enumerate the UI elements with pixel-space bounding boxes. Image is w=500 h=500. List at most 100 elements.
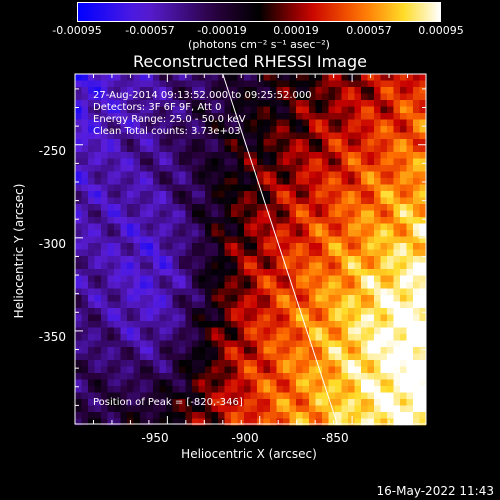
heatmap-cell	[257, 418, 264, 426]
heatmap-cell	[419, 308, 427, 315]
heatmap-cell	[153, 353, 160, 361]
heatmap-cell	[270, 74, 277, 81]
heatmap-cell	[406, 204, 414, 211]
heatmap-cell	[322, 230, 329, 237]
heatmap-cell	[192, 288, 199, 296]
heatmap-cell	[309, 295, 316, 302]
heatmap-cell	[237, 262, 245, 270]
heatmap-cell	[289, 152, 297, 159]
heatmap-cell	[120, 210, 128, 218]
heatmap-cell	[400, 308, 407, 315]
heatmap-cell	[133, 152, 141, 159]
heatmap-cell	[88, 269, 95, 276]
heatmap-cell	[205, 360, 212, 367]
heatmap-cell	[341, 119, 349, 127]
heatmap-cell	[101, 93, 108, 101]
heatmap-cell	[250, 392, 258, 400]
heatmap-cell	[185, 80, 193, 88]
heatmap-cell	[276, 340, 284, 348]
heatmap-cell	[361, 334, 368, 341]
heatmap-cell	[140, 217, 147, 224]
heatmap-cell	[185, 119, 193, 127]
heatmap-cell	[211, 139, 219, 146]
heatmap-cell	[192, 243, 199, 250]
heatmap-cell	[302, 93, 310, 101]
heatmap-cell	[374, 301, 381, 309]
heatmap-cell	[276, 165, 284, 172]
heatmap-cell	[159, 132, 167, 140]
heatmap-cell	[211, 165, 219, 172]
heatmap-cell	[244, 379, 251, 387]
heatmap-cell	[81, 243, 89, 250]
heatmap-cell	[322, 165, 329, 172]
heatmap-cell	[166, 262, 173, 270]
heatmap-cell	[237, 386, 245, 393]
heatmap-cell	[198, 360, 206, 367]
heatmap-cell	[400, 139, 407, 146]
heatmap-cell	[361, 275, 368, 283]
heatmap-cell	[406, 340, 414, 348]
heatmap-cell	[153, 230, 160, 237]
heatmap-cell	[348, 197, 355, 205]
heatmap-cell	[328, 327, 336, 335]
heatmap-cell	[107, 223, 115, 231]
heatmap-cell	[185, 158, 193, 166]
heatmap-cell	[289, 113, 297, 120]
heatmap-cell	[81, 236, 89, 244]
heatmap-cell	[211, 230, 219, 237]
heatmap-cell	[387, 139, 394, 146]
heatmap-cell	[400, 230, 407, 237]
heatmap-cell	[179, 321, 186, 328]
heatmap-cell	[322, 418, 329, 426]
heatmap-cell	[348, 178, 355, 185]
heatmap-cell	[335, 379, 342, 387]
heatmap-cell	[101, 353, 108, 361]
heatmap-cell	[120, 80, 128, 88]
heatmap-cell	[244, 243, 251, 250]
heatmap-cell	[296, 301, 303, 309]
heatmap-cell	[341, 256, 349, 263]
heatmap-cell	[231, 80, 238, 88]
heatmap-cell	[166, 412, 173, 419]
heatmap-cell	[289, 334, 297, 341]
heatmap-cell	[88, 100, 95, 107]
heatmap-cell	[250, 269, 258, 276]
heatmap-cell	[387, 360, 394, 367]
heatmap-cell	[140, 379, 147, 387]
heatmap-cell	[237, 184, 245, 192]
heatmap-cell	[218, 217, 225, 224]
heatmap-cell	[237, 113, 245, 120]
heatmap-cell	[400, 74, 407, 81]
heatmap-cell	[75, 165, 82, 172]
heatmap-cell	[101, 262, 108, 270]
heatmap-cell	[348, 184, 355, 192]
heatmap-cell	[393, 74, 401, 81]
heatmap-cell	[270, 340, 277, 348]
heatmap-cell	[387, 282, 394, 289]
heatmap-cell	[296, 100, 303, 107]
peak-position-label: Position of Peak = [-820,-346]	[93, 397, 243, 408]
heatmap-cell	[361, 184, 368, 192]
heatmap-cell	[192, 392, 199, 400]
heatmap-cell	[179, 288, 186, 296]
heatmap-cell	[328, 100, 336, 107]
heatmap-cell	[302, 301, 310, 309]
heatmap-cell	[146, 152, 154, 159]
heatmap-cell	[361, 418, 368, 426]
heatmap-cell	[380, 74, 388, 81]
heatmap-cell	[146, 412, 154, 419]
heatmap-cell	[88, 184, 95, 192]
heatmap-cell	[198, 282, 206, 289]
heatmap-cell	[296, 360, 303, 367]
heatmap-cell	[231, 360, 238, 367]
heatmap-cell	[88, 249, 95, 257]
heatmap-cell	[413, 275, 420, 283]
heatmap-cell	[263, 210, 271, 218]
heatmap-cell	[341, 353, 349, 361]
heatmap-cell	[205, 100, 212, 107]
heatmap-cell	[283, 347, 290, 354]
heatmap-cell	[101, 119, 108, 127]
heatmap-cell	[283, 379, 290, 387]
heatmap-cell	[192, 132, 199, 140]
heatmap-cell	[153, 243, 160, 250]
